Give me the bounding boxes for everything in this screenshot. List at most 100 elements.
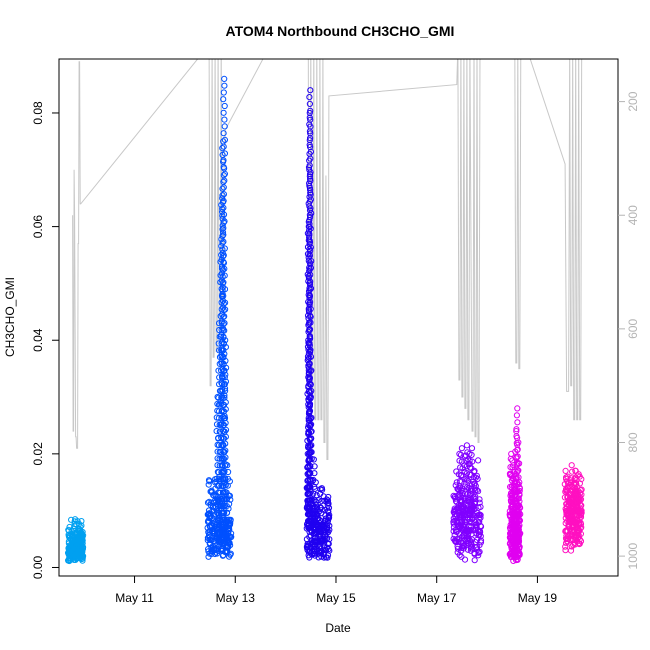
data-point bbox=[77, 544, 84, 551]
data-point bbox=[74, 518, 81, 525]
data-point bbox=[306, 223, 313, 231]
data-point bbox=[576, 500, 584, 507]
data-point bbox=[572, 467, 579, 474]
data-point bbox=[322, 528, 329, 536]
data-point bbox=[204, 511, 211, 518]
data-point bbox=[477, 537, 485, 544]
data-point bbox=[513, 433, 520, 440]
data-point bbox=[220, 476, 227, 483]
data-point bbox=[225, 530, 232, 537]
data-point bbox=[220, 314, 227, 321]
data-point bbox=[306, 237, 313, 244]
data-point bbox=[223, 364, 230, 371]
data-point bbox=[222, 454, 229, 461]
data-point bbox=[325, 528, 332, 536]
data-point bbox=[451, 537, 458, 544]
data-point bbox=[475, 528, 482, 536]
data-point bbox=[307, 381, 314, 388]
data-point bbox=[456, 552, 463, 559]
data-point bbox=[211, 546, 218, 553]
x-tick-label: May 13 bbox=[216, 591, 256, 605]
data-point bbox=[219, 185, 226, 192]
data-point bbox=[221, 150, 228, 157]
data-point bbox=[220, 191, 227, 198]
data-point bbox=[222, 306, 229, 313]
data-point bbox=[577, 507, 585, 514]
right-tick-label: 400 bbox=[626, 205, 640, 225]
data-point bbox=[221, 170, 228, 177]
data-point bbox=[221, 82, 228, 89]
data-point bbox=[464, 536, 471, 543]
x-tick-label: May 19 bbox=[518, 591, 558, 605]
data-point bbox=[307, 148, 314, 155]
data-point bbox=[306, 360, 313, 367]
data-point bbox=[306, 327, 313, 334]
data-point bbox=[306, 340, 313, 347]
data-point bbox=[467, 505, 474, 512]
data-point bbox=[306, 326, 314, 333]
right-tick-label: 1000 bbox=[626, 542, 640, 569]
data-point bbox=[472, 493, 479, 500]
data-point bbox=[515, 523, 522, 531]
data-point bbox=[472, 487, 479, 494]
data-point bbox=[222, 433, 229, 440]
data-point bbox=[220, 109, 227, 116]
x-axis-label: Date bbox=[325, 621, 351, 635]
data-point bbox=[468, 518, 475, 526]
data-point bbox=[315, 554, 322, 561]
data-point bbox=[221, 245, 228, 252]
data-point bbox=[221, 530, 228, 537]
data-point bbox=[513, 440, 520, 447]
data-point bbox=[313, 511, 320, 518]
x-tick-label: May 17 bbox=[417, 591, 457, 605]
data-point bbox=[220, 300, 227, 307]
data-point bbox=[308, 421, 315, 428]
right-axis: 200 400 600 800 1000 bbox=[618, 91, 640, 569]
data-point bbox=[221, 320, 228, 327]
data-point bbox=[220, 143, 227, 150]
data-point bbox=[221, 177, 228, 184]
data-point bbox=[565, 532, 572, 540]
data-point bbox=[308, 258, 315, 265]
data-point bbox=[207, 524, 214, 531]
data-point bbox=[307, 353, 315, 360]
data-point bbox=[308, 367, 315, 374]
data-point bbox=[307, 155, 314, 162]
data-point bbox=[308, 455, 315, 462]
data-point bbox=[207, 488, 214, 495]
data-point bbox=[472, 527, 479, 534]
data-point bbox=[452, 498, 460, 505]
data-point bbox=[78, 555, 85, 563]
data-point bbox=[307, 476, 314, 483]
data-point bbox=[475, 457, 482, 464]
data-point bbox=[458, 539, 465, 547]
data-point bbox=[77, 537, 84, 544]
data-point bbox=[221, 286, 229, 293]
data-point bbox=[68, 516, 75, 523]
data-point bbox=[220, 252, 227, 259]
data-point bbox=[307, 483, 314, 490]
pressure-trace-layer bbox=[72, 59, 583, 460]
data-point bbox=[219, 205, 226, 213]
data-point bbox=[464, 546, 472, 553]
data-point bbox=[221, 218, 228, 225]
data-point bbox=[220, 279, 227, 286]
data-point bbox=[308, 442, 315, 449]
data-point bbox=[516, 498, 523, 505]
data-point bbox=[221, 392, 228, 399]
data-point bbox=[307, 368, 314, 375]
data-point bbox=[313, 505, 320, 512]
data-point bbox=[510, 511, 518, 518]
y-tick-label: 0.04 bbox=[31, 328, 45, 352]
y-tick-label: 0.06 bbox=[31, 215, 45, 239]
series-5 bbox=[506, 405, 524, 565]
data-point bbox=[306, 400, 314, 407]
data-point bbox=[211, 530, 218, 537]
data-point bbox=[459, 518, 466, 526]
data-point bbox=[311, 546, 318, 553]
data-point bbox=[220, 326, 227, 333]
data-point bbox=[571, 541, 579, 548]
data-point bbox=[204, 537, 211, 544]
data-point bbox=[507, 470, 514, 477]
data-point bbox=[222, 419, 229, 427]
